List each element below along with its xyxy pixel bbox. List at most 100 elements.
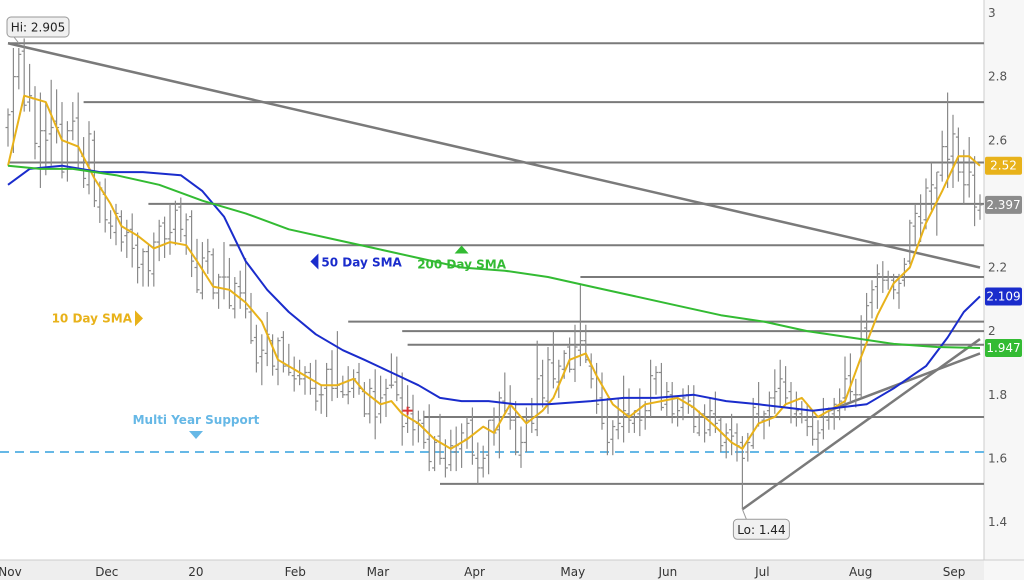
price-bar <box>766 391 772 427</box>
hi-callout: Hi: 2.905 <box>6 16 70 44</box>
price-bar <box>869 280 875 319</box>
price-bar <box>383 378 389 418</box>
price-bar <box>367 378 373 424</box>
price-bar <box>847 353 853 402</box>
price-bar <box>912 203 918 246</box>
price-bar <box>394 356 400 402</box>
price-bar <box>48 79 54 166</box>
x-axis: Nov Dec 20 Feb Mar Apr May Jun Jul Aug Sep <box>0 565 965 579</box>
support-label: Multi Year Support <box>133 413 260 427</box>
price-bar <box>669 382 675 424</box>
x-tick-label: 20 <box>188 565 203 579</box>
price-bar <box>599 372 605 430</box>
series-line-10-day-sma <box>7 94 981 450</box>
price-bar <box>777 359 783 408</box>
price-bar <box>145 245 151 287</box>
price-bar <box>523 407 529 453</box>
price-bar <box>885 270 891 290</box>
price-bar <box>86 121 92 195</box>
price-bar <box>610 420 616 456</box>
price-bar <box>216 273 222 309</box>
price-bar <box>864 292 870 344</box>
price-bar <box>761 410 767 440</box>
series-annotation: 10 Day SMA <box>52 310 143 327</box>
price-bar <box>248 292 254 344</box>
price-bar <box>577 283 583 367</box>
price-bar <box>480 445 486 478</box>
price-bar <box>16 47 22 90</box>
price-bar <box>939 130 945 182</box>
price-bar <box>896 273 902 309</box>
x-axis-band <box>0 560 1024 580</box>
price-bar <box>253 324 259 373</box>
last-value-badges: 2.52 2.397 2.109 1.947 <box>985 156 1022 357</box>
price-bar <box>151 232 157 287</box>
price-bar <box>432 436 438 472</box>
last-value-label: 2.397 <box>986 198 1020 212</box>
last-value-label: 1.947 <box>986 341 1020 355</box>
price-bar <box>648 359 654 418</box>
y-tick-label: 2.8 <box>988 70 1007 84</box>
price-bar <box>475 442 481 484</box>
price-bar <box>783 366 789 405</box>
price-bar <box>37 92 43 188</box>
annotations: Multi Year Support 50 Day SMA 200 Day SMA 1… <box>52 245 507 440</box>
price-bar <box>642 401 648 430</box>
price-bar <box>237 270 243 309</box>
price-bar <box>178 197 184 243</box>
price-bar <box>291 356 297 392</box>
price-bar <box>972 156 978 227</box>
price-bar <box>745 432 751 462</box>
series-line-200-day-sma <box>7 164 981 349</box>
price-bar <box>961 149 967 204</box>
price-bar <box>70 102 76 141</box>
price-bar <box>118 210 124 252</box>
x-tick-label: Jul <box>754 565 769 579</box>
price-bar <box>550 331 556 389</box>
y-tick-label: 3 <box>988 6 996 20</box>
price-bar <box>140 248 146 287</box>
price-bar <box>604 397 610 456</box>
price-bar <box>891 273 897 300</box>
price-bar <box>799 401 805 424</box>
support-arrow-icon <box>189 431 203 440</box>
price-bar <box>918 194 924 243</box>
price-bar <box>275 337 281 386</box>
price-bar <box>259 334 265 386</box>
last-value-badge: 1.947 <box>985 338 1022 357</box>
price-bar <box>108 210 114 239</box>
last-value-badge: 2.109 <box>985 287 1022 306</box>
lo-label: Lo: 1.44 <box>737 523 785 537</box>
annotation-label: 10 Day SMA <box>52 311 133 325</box>
price-bar <box>615 397 621 440</box>
annotation-label: 50 Day SMA <box>321 256 402 270</box>
y-tick-label: 1.4 <box>988 515 1007 529</box>
price-bar <box>696 410 702 437</box>
price-bar <box>556 359 562 398</box>
price-bar <box>621 375 627 443</box>
annotation-label: 200 Day SMA <box>417 258 507 272</box>
price-bar <box>124 219 130 258</box>
price-bar <box>426 404 432 472</box>
price-bar <box>372 369 378 440</box>
series-annotation: 200 Day SMA <box>417 245 507 272</box>
hi-lo-callouts: Hi: 2.905 Lo: 1.44 <box>6 16 790 540</box>
price-bar <box>10 47 16 153</box>
price-bar <box>329 350 335 402</box>
price-bar <box>313 359 319 411</box>
price-bar <box>874 264 880 309</box>
price-bar <box>966 137 972 198</box>
price-bar <box>626 388 632 433</box>
price-bar <box>820 397 826 440</box>
price-bar <box>507 385 513 430</box>
price-bar <box>658 362 664 411</box>
price-bar <box>378 375 384 424</box>
left-triangle-icon <box>310 253 319 270</box>
x-tick-label: Mar <box>367 565 390 579</box>
x-tick-label: Sep <box>943 565 966 579</box>
hi-label: Hi: 2.905 <box>11 21 66 35</box>
up-triangle-icon <box>454 245 469 254</box>
